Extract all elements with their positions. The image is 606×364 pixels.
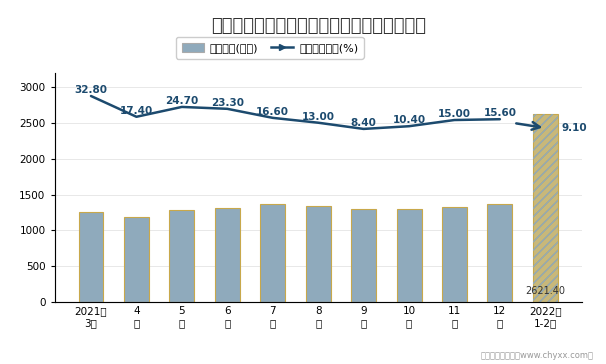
Legend: 当月产量(万吨), 单月同比增长(%): 当月产量(万吨), 单月同比增长(%) — [176, 37, 364, 59]
Text: 15.00: 15.00 — [438, 109, 471, 119]
Text: 8.40: 8.40 — [351, 118, 376, 128]
Bar — [396, 209, 422, 302]
Text: 15.60: 15.60 — [484, 108, 516, 118]
Bar — [79, 212, 104, 302]
Bar — [260, 204, 285, 302]
Text: 17.40: 17.40 — [120, 106, 153, 116]
Bar — [124, 217, 149, 302]
Text: 制图：智研咨询（www.chyxx.com）: 制图：智研咨询（www.chyxx.com） — [481, 351, 594, 360]
Text: 32.80: 32.80 — [75, 85, 107, 95]
Text: 10.40: 10.40 — [393, 115, 425, 125]
Title: 近一年中国汽油当月产量及其同比增长统计图: 近一年中国汽油当月产量及其同比增长统计图 — [211, 17, 425, 35]
Text: 23.30: 23.30 — [211, 98, 244, 108]
Bar — [215, 208, 240, 302]
Bar — [487, 204, 512, 302]
Bar — [169, 210, 195, 302]
Text: 24.70: 24.70 — [165, 96, 199, 106]
Text: 13.00: 13.00 — [302, 112, 335, 122]
Bar — [351, 209, 376, 302]
Text: 16.60: 16.60 — [256, 107, 289, 117]
Text: 2621.40: 2621.40 — [525, 286, 565, 296]
Text: 9.10: 9.10 — [561, 123, 587, 133]
Bar — [442, 207, 467, 302]
Bar — [305, 206, 331, 302]
Bar — [533, 114, 558, 302]
Bar — [533, 114, 558, 302]
